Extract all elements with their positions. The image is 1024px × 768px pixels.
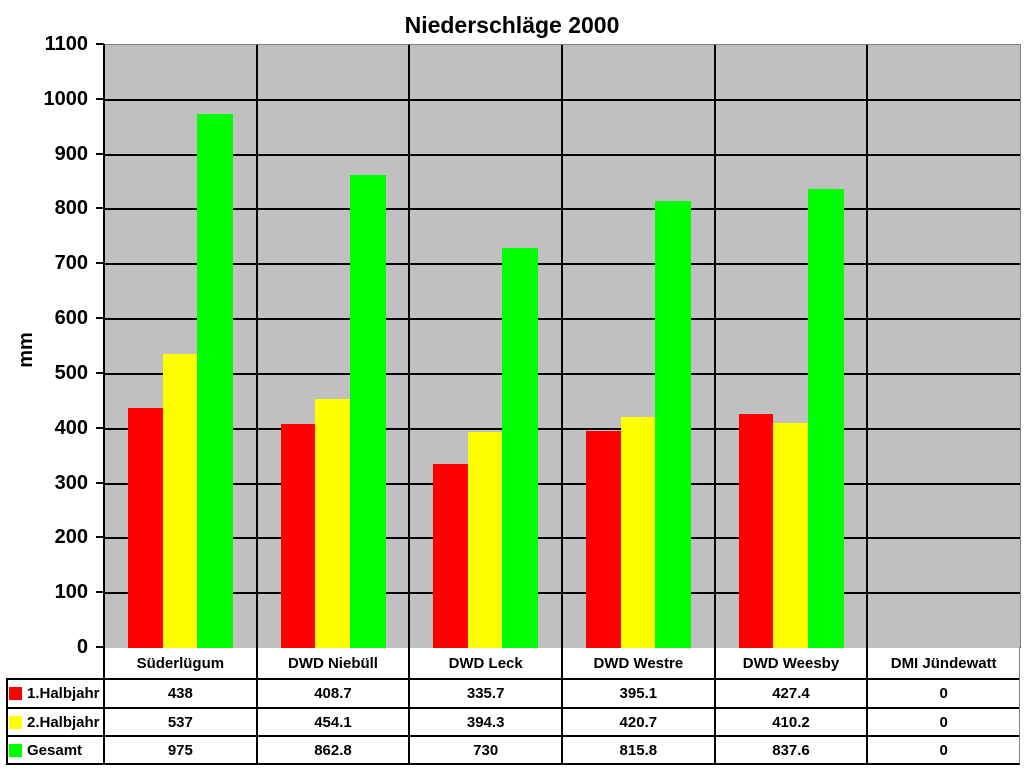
bar-2-halbjahr: [773, 423, 808, 648]
table-rule: [6, 678, 8, 764]
legend-label: 2.Halbjahr: [27, 713, 100, 731]
table-cell: 0: [939, 685, 948, 702]
table-rule: [1019, 647, 1020, 764]
y-tick-label: 400: [54, 416, 88, 439]
y-tick: [96, 317, 104, 320]
table-rule: [561, 647, 563, 764]
y-tick-label: 100: [54, 581, 88, 604]
gridline-vertical: [561, 45, 563, 648]
legend-swatch-icon: [9, 687, 22, 700]
legend-entry: 2.Halbjahr: [6, 708, 104, 736]
table-cell: 537: [167, 713, 193, 731]
legend-entry: Gesamt: [6, 736, 104, 764]
table-cell: 815.8: [619, 741, 658, 759]
table-rule: [6, 735, 1020, 737]
y-tick-label: 1100: [44, 33, 88, 55]
table-cell: 394.3: [466, 713, 505, 731]
table-rule: [6, 678, 1020, 680]
table-cell: 438: [167, 685, 193, 702]
table-rule: [6, 707, 1020, 709]
table-rule: [866, 647, 869, 764]
table-rule: [6, 763, 1020, 765]
table-cell: 395.1: [619, 685, 658, 702]
bar-1-halbjahr: [280, 423, 316, 648]
legend-swatch-icon: [9, 715, 22, 729]
y-tick-label: 600: [54, 307, 88, 330]
gridline-vertical: [408, 45, 411, 648]
y-axis-line: [103, 44, 105, 649]
table-cell: 454.1: [314, 713, 352, 731]
y-tick: [96, 426, 104, 429]
bar-1-halbjahr: [128, 407, 163, 648]
y-tick-label: 900: [54, 142, 88, 165]
bar-gesamt: [807, 188, 844, 648]
category-label: DWD Niebüll: [287, 654, 378, 672]
category-label: Süderlügum: [136, 654, 225, 672]
y-tick: [96, 591, 104, 594]
y-tick: [96, 371, 104, 374]
y-tick: [96, 207, 104, 210]
bar-2-halbjahr: [162, 353, 197, 648]
y-tick: [96, 43, 104, 45]
y-tick: [96, 646, 104, 648]
y-tick: [96, 262, 104, 265]
table-cell: 427.4: [772, 685, 810, 702]
gridline-vertical: [866, 45, 869, 648]
table-cell: 730: [473, 741, 499, 759]
legend-entry: 1.Halbjahr: [6, 679, 104, 708]
bar-gesamt: [349, 175, 386, 648]
y-tick: [96, 97, 104, 100]
y-tick-label: 0: [76, 636, 88, 658]
table-cell: 837.6: [772, 741, 810, 759]
table-rule: [255, 647, 258, 764]
bar-1-halbjahr: [738, 413, 774, 648]
y-tick-label: 1000: [43, 87, 89, 110]
y-tick-label: 500: [54, 361, 88, 384]
table-cell: 335.7: [466, 685, 505, 702]
y-tick-label: 700: [54, 252, 88, 275]
chart-title: Niederschläge 2000: [404, 12, 620, 38]
table-cell: 862.8: [314, 741, 352, 759]
y-tick: [96, 152, 104, 155]
bar-1-halbjahr: [586, 431, 621, 648]
table-rule: [103, 647, 105, 764]
y-tick: [96, 536, 104, 539]
gridline-vertical: [713, 45, 716, 648]
table-rule: [713, 647, 716, 764]
y-tick-label: 200: [54, 526, 88, 549]
table-cell: 408.7: [314, 685, 352, 702]
category-label: DWD Weesby: [742, 654, 840, 672]
legend-label: Gesamt: [27, 741, 83, 759]
y-tick-label: 800: [54, 197, 88, 220]
category-label: DWD Westre: [593, 654, 684, 672]
table-cell: 975: [167, 741, 193, 759]
y-tick-label: 300: [54, 471, 88, 494]
legend-label: 1.Halbjahr: [27, 685, 100, 702]
gridline-vertical: [255, 45, 258, 648]
y-tick: [96, 481, 104, 484]
bar-gesamt: [197, 113, 233, 648]
table-cell: 0: [939, 713, 948, 731]
table-cell: 0: [939, 741, 948, 759]
bar-gesamt: [655, 200, 691, 648]
table-cell: 410.2: [772, 713, 810, 731]
table-rule: [408, 647, 411, 764]
table-cell: 420.7: [619, 713, 658, 731]
category-label: DMI Jündewatt: [890, 654, 997, 672]
bar-2-halbjahr: [315, 399, 350, 648]
bar-2-halbjahr: [620, 417, 655, 648]
legend-swatch-icon: [9, 743, 22, 757]
bar-1-halbjahr: [433, 463, 468, 648]
data-table: Süderlügum DWD Niebüll DWD Leck DWD Westre D…: [6, 647, 1020, 765]
plot-area: [104, 44, 1021, 648]
bar-2-halbjahr: [467, 431, 503, 648]
category-label: DWD Leck: [448, 654, 523, 672]
bar-gesamt: [502, 247, 539, 648]
